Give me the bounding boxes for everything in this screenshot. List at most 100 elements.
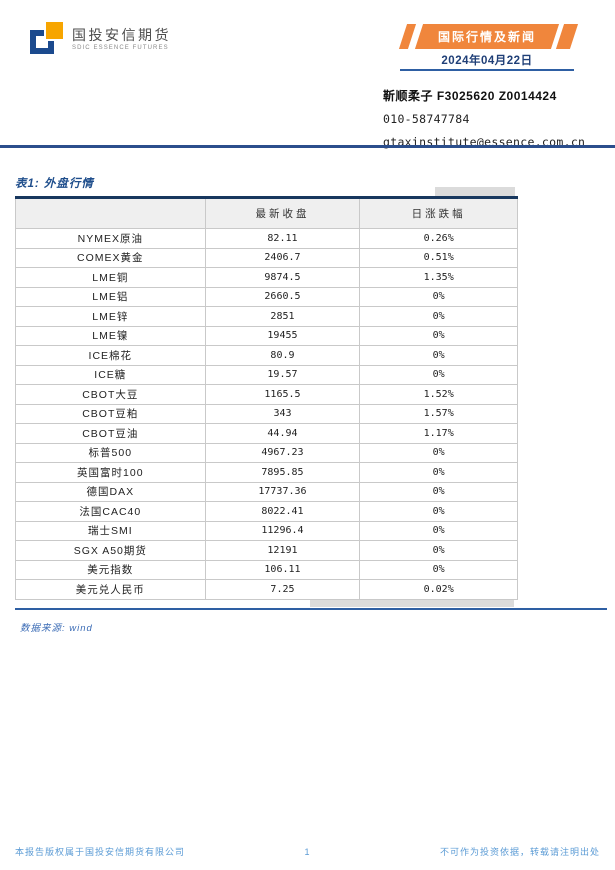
market-table: 最新收盘 日涨跌幅 NYMEX原油 82.11 0.26% COMEX黄金 2406.7… bbox=[15, 196, 518, 600]
instrument-name: ICE糖 bbox=[15, 364, 206, 385]
change-value: 1.35% bbox=[359, 267, 518, 288]
logo-text: 国投安信期货 SDIC ESSENCE FUTURES bbox=[72, 28, 171, 51]
company-name-cn: 国投安信期货 bbox=[72, 26, 171, 43]
logo-orange-square bbox=[46, 22, 63, 39]
instrument-name: LME镍 bbox=[15, 325, 206, 346]
footer-disclaimer: 不可作为投资依据，转载请注明出处 bbox=[439, 847, 600, 857]
change-value: 0% bbox=[359, 442, 518, 463]
change-value: 1.52% bbox=[359, 384, 518, 405]
table-row: 美元指数 106.11 0% bbox=[15, 559, 518, 580]
close-value: 7895.85 bbox=[204, 462, 361, 483]
column-header-close: 最新收盘 bbox=[204, 197, 361, 229]
change-value: 0% bbox=[359, 520, 518, 541]
change-value: 0% bbox=[359, 306, 518, 327]
table-row: LME镍 19455 0% bbox=[15, 325, 518, 346]
table-row: SGX A50期货 12191 0% bbox=[15, 540, 518, 561]
table-row: NYMEX原油 82.11 0.26% bbox=[15, 228, 518, 249]
date-underline bbox=[400, 69, 574, 71]
table-row: 瑞士SMI 11296.4 0% bbox=[15, 520, 518, 541]
change-value: 0% bbox=[359, 501, 518, 522]
table-row: 英国富时100 7895.85 0% bbox=[15, 462, 518, 483]
instrument-name: LME锌 bbox=[15, 306, 206, 327]
table-row: CBOT豆粕 343 1.57% bbox=[15, 403, 518, 424]
close-value: 1165.5 bbox=[204, 384, 361, 405]
close-value: 44.94 bbox=[204, 423, 361, 444]
table-title: 表1: 外盘行情 bbox=[15, 178, 94, 190]
table-row: ICE糖 19.57 0% bbox=[15, 364, 518, 385]
close-value: 2406.7 bbox=[204, 247, 361, 268]
table-row: LME铝 2660.5 0% bbox=[15, 286, 518, 307]
table-row: 法国CAC40 8022.41 0% bbox=[15, 501, 518, 522]
table-shadow-bottom bbox=[310, 598, 514, 607]
change-value: 0.26% bbox=[359, 228, 518, 249]
change-value: 0.51% bbox=[359, 247, 518, 268]
change-value: 1.17% bbox=[359, 423, 518, 444]
table-row: ICE棉花 80.9 0% bbox=[15, 345, 518, 366]
close-value: 19455 bbox=[204, 325, 361, 346]
report-date: 2024年04月22日 bbox=[441, 55, 533, 67]
banner-title-label: 国际行情及新闻 bbox=[437, 30, 536, 44]
company-logo: 国投安信期货 SDIC ESSENCE FUTURES bbox=[30, 22, 171, 56]
instrument-name: LME铜 bbox=[15, 267, 206, 288]
change-value: 0% bbox=[359, 345, 518, 366]
close-value: 11296.4 bbox=[204, 520, 361, 541]
instrument-name: 德国DAX bbox=[15, 481, 206, 502]
instrument-name: COMEX黄金 bbox=[15, 247, 206, 268]
change-value: 0% bbox=[359, 462, 518, 483]
instrument-name: CBOT大豆 bbox=[15, 384, 206, 405]
close-value: 2851 bbox=[204, 306, 361, 327]
instrument-name: CBOT豆油 bbox=[15, 423, 206, 444]
analyst-block: 靳顺柔子 F3025620 Z0014424 010-58747784 gtax… bbox=[383, 85, 585, 154]
table-row: 德国DAX 17737.36 0% bbox=[15, 481, 518, 502]
instrument-name: 美元指数 bbox=[15, 559, 206, 580]
analyst-name: 靳顺柔子 F3025620 Z0014424 bbox=[383, 89, 557, 103]
table-row: COMEX黄金 2406.7 0.51% bbox=[15, 247, 518, 268]
banner-accent-right bbox=[555, 24, 579, 49]
table-row: 美元兑人民币 7.25 0.02% bbox=[15, 579, 518, 600]
analyst-phone: 010-58747784 bbox=[383, 112, 470, 126]
table-row: 标普500 4967.23 0% bbox=[15, 442, 518, 463]
table-row: LME铜 9874.5 1.35% bbox=[15, 267, 518, 288]
close-value: 12191 bbox=[204, 540, 361, 561]
change-value: 1.57% bbox=[359, 403, 518, 424]
data-source-note: 数据来源: wind bbox=[20, 623, 93, 634]
footer-copyright: 本报告版权属于国投安信期货有限公司 bbox=[15, 847, 186, 857]
instrument-name: LME铝 bbox=[15, 286, 206, 307]
close-value: 9874.5 bbox=[204, 267, 361, 288]
change-value: 0% bbox=[359, 540, 518, 561]
close-value: 343 bbox=[204, 403, 361, 424]
close-value: 19.57 bbox=[204, 364, 361, 385]
source-divider bbox=[15, 608, 607, 610]
analyst-email: gtaxinstitute@essence.com.cn bbox=[383, 135, 586, 149]
close-value: 7.25 bbox=[204, 579, 361, 600]
column-header-instrument bbox=[15, 197, 206, 229]
change-value: 0% bbox=[359, 325, 518, 346]
close-value: 106.11 bbox=[204, 559, 361, 580]
instrument-name: 英国富时100 bbox=[15, 462, 206, 483]
table-row: LME锌 2851 0% bbox=[15, 306, 518, 327]
table-shadow-top bbox=[435, 187, 515, 196]
change-value: 0% bbox=[359, 559, 518, 580]
close-value: 8022.41 bbox=[204, 501, 361, 522]
instrument-name: 法国CAC40 bbox=[15, 501, 206, 522]
market-table-body: NYMEX原油 82.11 0.26% COMEX黄金 2406.7 0.51% LME铜 9… bbox=[15, 228, 518, 600]
close-value: 17737.36 bbox=[204, 481, 361, 502]
change-value: 0% bbox=[359, 364, 518, 385]
close-value: 82.11 bbox=[204, 228, 361, 249]
instrument-name: 美元兑人民币 bbox=[15, 579, 206, 600]
page-footer: 本报告版权属于国投安信期货有限公司 1 不可作为投资依据，转载请注明出处 bbox=[15, 845, 600, 858]
instrument-name: SGX A50期货 bbox=[15, 540, 206, 561]
company-name-en: SDIC ESSENCE FUTURES bbox=[72, 44, 169, 51]
table-row: CBOT大豆 1165.5 1.52% bbox=[15, 384, 518, 405]
banner-title: 国际行情及新闻 bbox=[414, 24, 560, 49]
instrument-name: 标普500 bbox=[15, 442, 206, 463]
logo-icon bbox=[30, 22, 64, 56]
header-divider bbox=[0, 145, 615, 148]
section-banner: 国际行情及新闻 bbox=[398, 24, 579, 49]
change-value: 0% bbox=[359, 481, 518, 502]
close-value: 80.9 bbox=[204, 345, 361, 366]
instrument-name: ICE棉花 bbox=[15, 345, 206, 366]
table-header-row: 最新收盘 日涨跌幅 bbox=[15, 197, 518, 229]
change-value: 0.02% bbox=[359, 579, 518, 600]
instrument-name: NYMEX原油 bbox=[15, 228, 206, 249]
